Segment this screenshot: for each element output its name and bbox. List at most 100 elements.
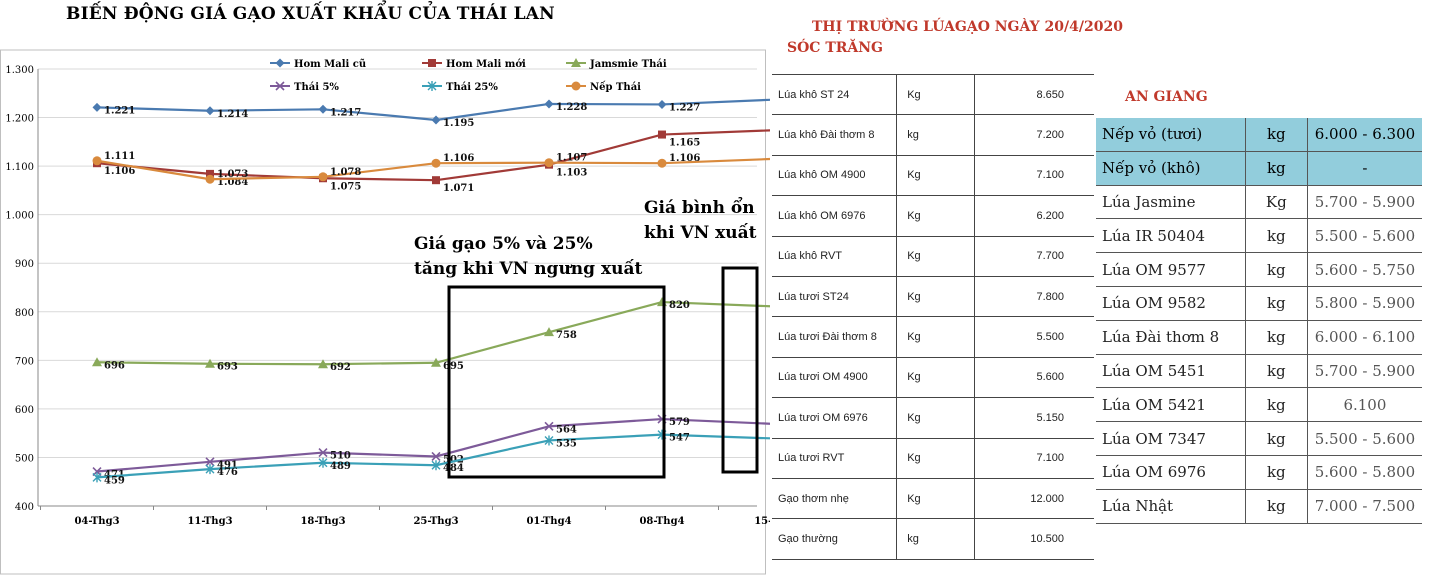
table-row: Gạo thơm nhẹ Kg 12.000 [772,477,1094,519]
data-label: 1.084 [217,177,248,188]
y-tick-label: 500 [15,453,34,464]
y-tick-label: 1.200 [5,114,34,125]
data-label: 758 [556,330,577,341]
x-tick-label: 18-Thg3 [300,516,345,527]
table-row: Lúa OM 6976 kg 5.600 - 5.800 [1096,455,1422,490]
legend-label: Nếp Thái [590,81,641,93]
price-cell: 5.700 - 5.900 [1307,354,1422,389]
data-label: 695 [443,361,464,372]
annotation-box-halt [447,285,666,479]
data-label: 1.107 [556,153,587,164]
data-label: 1.228 [556,102,587,113]
product-name: Lúa IR 50404 [1096,218,1246,254]
annotation-text: tăng khi VN ngưng xuất [414,259,642,279]
legend-label: Hom Mali mới [446,59,526,70]
price-cell: 5.600 [974,356,1094,398]
table-row: Lúa Nhật kg 7.000 - 7.500 [1096,489,1422,524]
data-point [205,464,215,475]
unit-cell: kg [1245,118,1308,152]
table-row: Lúa Đài thơm 8 kg 6.000 - 6.100 [1096,320,1422,355]
price-cell: 7.800 [974,275,1094,317]
price-cell: 7.200 [974,114,1094,156]
table-row: Lúa tươi OM 6976 Kg 5.150 [772,397,1094,439]
table-row: Lúa OM 5421 kg 6.100 [1096,387,1422,423]
price-cell: 5.600 - 5.800 [1307,455,1422,490]
product-name: Lúa Nhật [1096,489,1246,524]
table-row: Lúa khô Đài thơm 8 kg 7.200 [772,114,1094,156]
data-label: 1.106 [443,153,474,164]
unit-cell: Kg [1245,185,1308,220]
price-cell: 6.000 - 6.300 [1307,118,1422,152]
data-point [431,115,441,125]
unit-cell: Kg [896,154,976,196]
legend-marker [571,58,581,67]
product-name: Lúa OM 6976 [1096,455,1246,490]
data-point [205,174,215,184]
product-name: Lúa khô OM 4900 [772,154,898,196]
price-line-chart: 400 500 600 700 800 900 1.000 1.100 1.200 1.300 04… [0,49,770,575]
unit-cell: kg [1245,218,1308,254]
data-point [92,102,102,112]
table-row: Lúa tươi ST24 Kg 7.800 [772,275,1094,317]
product-name: Lúa khô ST 24 [772,73,898,115]
unit-cell: Kg [896,195,976,237]
data-label: 693 [217,362,238,373]
product-name: Gạo thơm nhẹ [772,477,898,519]
data-label: 1.106 [669,153,700,164]
price-cell: 8.650 [974,73,1094,115]
data-point [432,176,440,185]
data-label: 1.103 [556,168,587,179]
data-label: 1.195 [443,118,474,129]
data-point [544,435,554,446]
product-name: Lúa OM 5421 [1096,387,1246,423]
y-tick-label: 900 [15,259,34,270]
data-point [544,327,554,337]
data-point [92,156,102,166]
legend-marker [275,58,285,68]
data-point [544,421,554,431]
product-name: Lúa khô Đài thơm 8 [772,114,898,156]
product-name: Lúa tươi ST24 [772,275,898,317]
data-label: 820 [669,300,690,311]
x-tick-label: 08-Thg4 [639,516,684,527]
annotation-text: khi VN xuất [644,223,757,243]
price-cell: 6.200 [974,195,1094,237]
data-point [205,106,215,116]
product-name: Lúa tươi OM 6976 [772,397,898,439]
table-row: Lúa khô RVT Kg 7.700 [772,235,1094,277]
data-label: 1.217 [330,107,361,118]
x-tick-label: 15-Th.4 [754,516,770,527]
price-cell: 6.100 [1307,387,1422,423]
price-cell: 12.000 [974,477,1094,519]
unit-cell: kg [1245,455,1308,490]
product-name: Lúa tươi OM 4900 [772,356,898,398]
table-row: Lúa tươi OM 4900 Kg 5.600 [772,356,1094,398]
table-row: Lúa khô OM 4900 Kg 7.100 [772,154,1094,196]
data-point [431,451,441,462]
data-point [431,357,441,367]
unit-cell: kg [1245,252,1308,287]
an-giang-title: AN GIANG [1125,89,1208,105]
annotation-text: Giá gạo 5% và 25% [414,234,593,254]
price-cell: 5.500 [974,316,1094,358]
price-cell: 6.000 - 6.100 [1307,320,1422,355]
x-tick-label: 25-Thg3 [413,516,458,527]
price-cell: 7.700 [974,235,1094,277]
data-label: 459 [104,475,125,486]
table-row: Gạo thường kg 10.500 [772,518,1094,560]
price-cell: 5.150 [974,397,1094,439]
data-point [657,99,667,109]
data-label: 502 [443,454,464,465]
data-label: 1.227 [669,102,700,113]
soc-trang-title: SÓC TRĂNG [787,40,883,56]
data-point [431,158,441,168]
data-label: 476 [217,467,238,478]
unit-cell: kg [1245,421,1308,456]
data-label: 484 [443,463,464,474]
price-cell: 5.500 - 5.600 [1307,421,1422,456]
unit-cell: kg [1245,286,1308,321]
data-point [92,472,102,483]
unit-cell: kg [1245,387,1308,423]
product-name: Lúa OM 7347 [1096,421,1246,456]
data-point [657,158,667,168]
